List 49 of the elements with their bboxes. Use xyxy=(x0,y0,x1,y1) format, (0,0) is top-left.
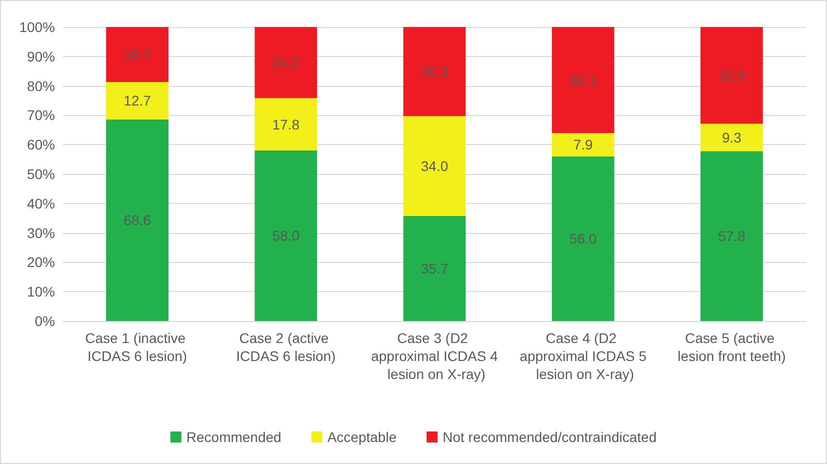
bar xyxy=(552,27,614,134)
y-tick-label: 50% xyxy=(26,166,55,182)
data-label: 12.7 xyxy=(124,92,152,109)
bar xyxy=(403,216,466,321)
y-tick-label: 80% xyxy=(26,78,55,94)
legend-label: Recommended xyxy=(186,429,282,445)
y-tick-label: 0% xyxy=(34,313,55,329)
bar xyxy=(700,151,763,321)
data-label: 18.7 xyxy=(124,46,152,62)
bar xyxy=(254,150,318,321)
bar xyxy=(106,27,169,82)
x-tick-label: Case 3 (D2 approximal ICDAS 4 lesion on X-ray) xyxy=(371,330,498,382)
legend-label: Acceptable xyxy=(327,429,397,445)
bar xyxy=(254,98,318,150)
y-tick-label: 30% xyxy=(26,224,55,241)
x-tick-label: Case 1 (inactive ICDAS 6 lesion) xyxy=(85,330,190,364)
data-label: 9.3 xyxy=(722,129,742,146)
data-label: 36.1 xyxy=(569,72,597,88)
data-label: 57.8 xyxy=(718,228,746,244)
data-label: 7.9 xyxy=(573,136,594,153)
bar xyxy=(700,124,763,152)
data-label: 56.0 xyxy=(569,230,597,247)
y-tick-label: 40% xyxy=(26,195,55,212)
data-label: 24.2 xyxy=(272,54,300,71)
y-tick-label: 100% xyxy=(19,19,55,35)
data-label: 58.0 xyxy=(272,228,300,244)
bar xyxy=(106,119,169,321)
bar xyxy=(552,156,614,321)
data-label: 35.7 xyxy=(420,260,448,277)
y-tick-label: 70% xyxy=(26,107,55,124)
bar xyxy=(254,27,318,98)
data-label: 30.3 xyxy=(420,64,448,80)
y-tick-label: 20% xyxy=(26,254,55,270)
data-label: 34.0 xyxy=(420,158,448,174)
bar xyxy=(403,27,466,116)
bar xyxy=(403,116,466,216)
x-tick-label: Case 5 (active lesion front teeth) xyxy=(678,330,786,364)
x-tick-label: Case 4 (D2 approximal ICDAS 5 lesion on X-ray) xyxy=(520,330,647,382)
data-label: 17.8 xyxy=(272,116,300,132)
bar xyxy=(552,133,614,156)
data-label: 32.9 xyxy=(718,67,746,84)
y-tick-label: 90% xyxy=(26,48,55,64)
legend-label: Not recommended/contraindicated xyxy=(442,429,657,445)
y-tick-label: 60% xyxy=(26,136,55,153)
x-tick-label: Case 2 (active ICDAS 6 lesion) xyxy=(236,330,336,364)
bar xyxy=(106,82,169,120)
data-label: 68.6 xyxy=(124,212,152,228)
bar xyxy=(700,27,763,124)
y-tick-label: 10% xyxy=(26,284,55,300)
